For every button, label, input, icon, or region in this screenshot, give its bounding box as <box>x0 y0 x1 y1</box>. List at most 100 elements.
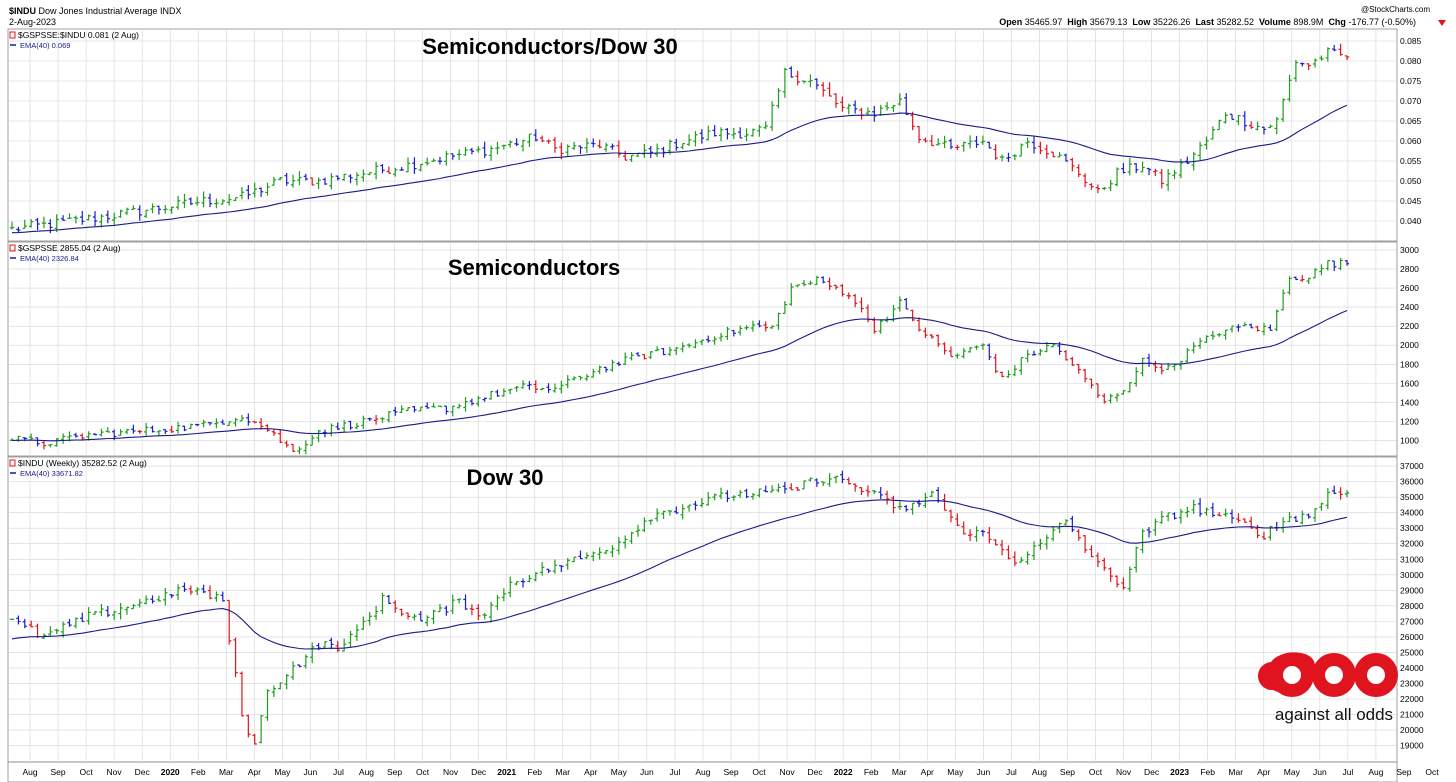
x-tick-label: Apr <box>248 767 261 777</box>
ohlc-bar <box>744 488 749 499</box>
ohlc-bar <box>840 470 845 484</box>
ohlc-bar <box>54 437 59 447</box>
ohlc-bar <box>1223 508 1228 517</box>
high-label: High <box>1067 17 1088 27</box>
ohlc-bar <box>86 607 91 625</box>
ohlc-bar <box>1095 383 1101 398</box>
header-copyright[interactable]: @StockCharts.com <box>1360 5 1430 14</box>
ohlc-bar <box>1031 350 1037 356</box>
ohlc-bar <box>1236 513 1241 523</box>
ohlc-bar <box>833 284 839 290</box>
ohlc-bar <box>942 342 947 355</box>
logo-ring-hole <box>1283 666 1301 684</box>
x-tick-label: Nov <box>1116 767 1132 777</box>
ohlc-bar <box>1063 519 1069 526</box>
ohlc-bar <box>661 510 666 519</box>
ohlc-bar <box>884 490 890 505</box>
header-symbol-line: $INDU Dow Jones Industrial Average INDX <box>9 6 181 16</box>
ohlc-bar <box>233 197 238 201</box>
ohlc-bar <box>987 141 992 149</box>
ohlc-bar <box>629 352 634 361</box>
ohlc-bar <box>412 406 417 413</box>
ohlc-bar <box>1108 567 1113 582</box>
ohlc-bar <box>935 138 941 146</box>
ohlc-bar <box>782 301 788 314</box>
ohlc-bar <box>974 135 979 148</box>
ohlc-bar <box>1012 551 1018 567</box>
ohlc-bar <box>527 133 532 147</box>
ohlc-bar <box>712 125 717 137</box>
ohlc-bar <box>226 194 232 206</box>
ohlc-bar <box>1274 521 1279 531</box>
ohlc-bar <box>1172 169 1177 180</box>
ohlc-bar <box>559 142 564 160</box>
ohlc-bar <box>967 135 973 149</box>
legend-series-swatch <box>9 31 16 39</box>
ohlc-bar <box>1210 126 1216 140</box>
ohlc-bar <box>1344 490 1350 498</box>
ohlc-bar <box>220 591 225 602</box>
ohlc-bar <box>290 661 296 680</box>
ohlc-bar <box>1242 322 1247 327</box>
ohlc-bar <box>1134 546 1139 573</box>
ohlc-bar <box>463 397 468 412</box>
ohlc-bar <box>1236 324 1241 332</box>
ohlc-bar <box>552 383 558 393</box>
volume-label: Volume <box>1259 17 1291 27</box>
ohlc-bar <box>386 594 392 605</box>
ohlc-bar <box>207 422 213 426</box>
ohlc-bar <box>955 513 960 527</box>
ohlc-bar <box>1121 162 1126 174</box>
ohlc-bar <box>1038 141 1043 155</box>
panel-frame-0 <box>7 28 1398 242</box>
ohlc-bar <box>60 433 66 444</box>
ohlc-bar <box>322 641 328 648</box>
ohlc-bar <box>195 196 200 206</box>
ohlc-bar <box>1153 168 1158 177</box>
ohlc-bar <box>686 134 692 146</box>
ohlc-bar <box>776 483 781 493</box>
ohlc-bar <box>1274 309 1279 332</box>
ohlc-bar <box>1261 322 1267 336</box>
ohlc-bar <box>955 144 960 151</box>
ohlc-bar <box>782 481 788 494</box>
ohlc-bar <box>967 529 973 542</box>
ohlc-bar <box>1287 74 1292 102</box>
ohlc-bar <box>533 572 538 582</box>
ohlc-bar <box>1261 531 1267 540</box>
ohlc-bar <box>188 197 194 206</box>
x-tick-label: Dec <box>471 767 487 777</box>
ohlc-bar <box>878 486 883 500</box>
ohlc-bar <box>1223 112 1228 124</box>
ohlc-bar <box>105 210 111 224</box>
ohlc-bar <box>1146 167 1152 176</box>
ohlc-bar <box>284 674 289 690</box>
x-tick-label: Sep <box>50 767 65 777</box>
ohlc-bar <box>271 429 277 436</box>
ohlc-bar <box>610 143 615 150</box>
ohlc-bar <box>987 527 992 544</box>
ohlc-bar <box>1146 527 1152 538</box>
ohlc-bar <box>961 348 966 359</box>
ohlc-bar <box>131 424 136 434</box>
ohlc-bar <box>271 176 277 186</box>
ohlc-bar <box>840 284 845 297</box>
ohlc-bar <box>1274 117 1279 135</box>
ohlc-bar <box>718 487 724 500</box>
ohlc-bar <box>156 205 162 215</box>
y-tick-label: 0.055 <box>1400 156 1422 166</box>
ohlc-bar <box>1140 161 1145 173</box>
ohlc-bar <box>124 428 130 435</box>
ohlc-bar <box>1082 535 1088 553</box>
chg-label: Chg <box>1328 17 1346 27</box>
panel-frame-1 <box>7 241 1398 457</box>
y-tick-label: 0.065 <box>1400 116 1422 126</box>
ohlc-bar <box>1319 55 1324 61</box>
ohlc-bar <box>725 326 730 340</box>
ohlc-bar <box>1057 152 1062 158</box>
ohlc-bar <box>175 584 181 601</box>
ohlc-bar <box>840 96 845 112</box>
ohlc-bar <box>1300 62 1305 67</box>
ohlc-bar <box>1102 393 1107 404</box>
ohlc-bar <box>974 526 979 542</box>
